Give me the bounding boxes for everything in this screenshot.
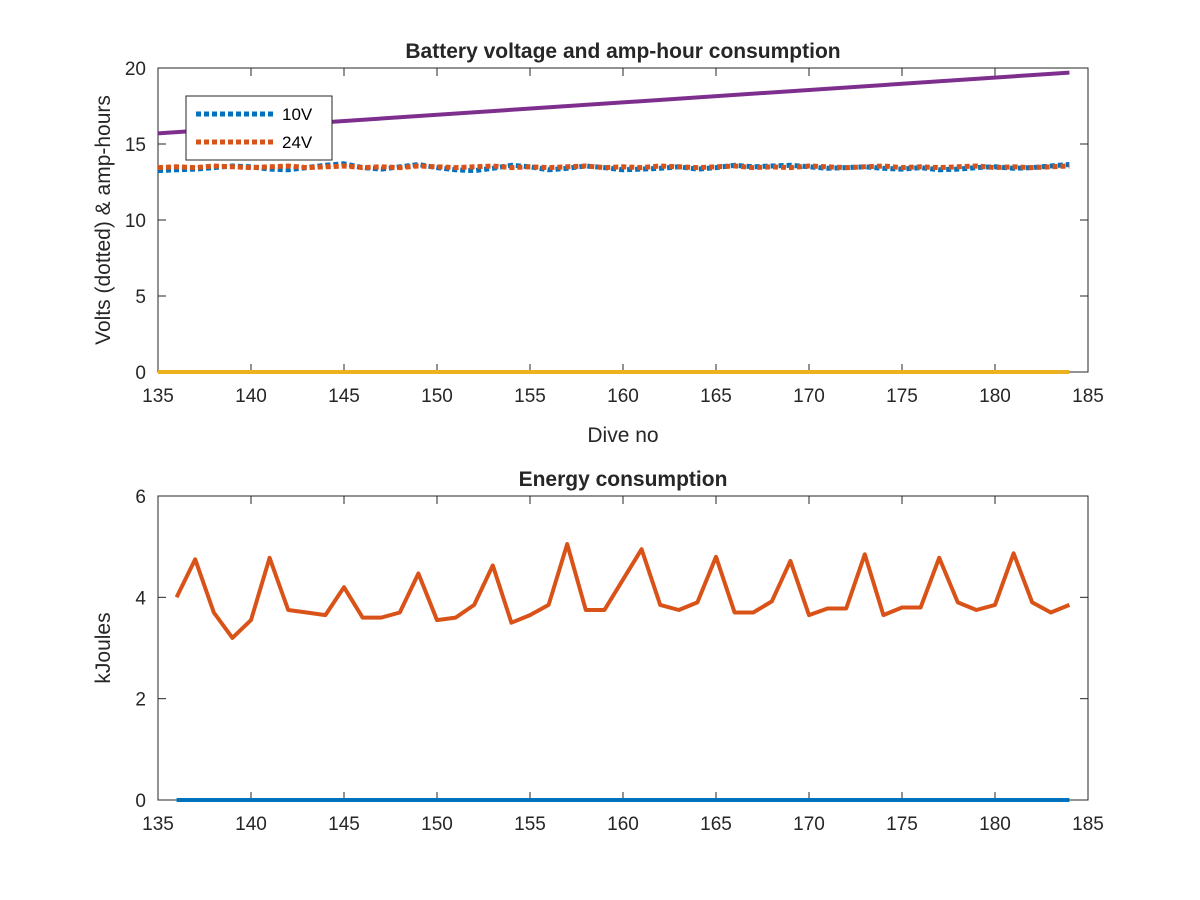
y-tick-label: 0 xyxy=(135,363,146,384)
x-tick-label: 170 xyxy=(793,386,825,407)
x-tick-label: 155 xyxy=(514,814,546,835)
x-tick-label: 175 xyxy=(886,386,918,407)
x-tick-label: 180 xyxy=(979,386,1011,407)
y-axis-label: Volts (dotted) & amp-hours xyxy=(92,95,115,345)
legend-label: 24V xyxy=(282,133,313,152)
x-tick-label: 145 xyxy=(328,814,360,835)
legend-label: 10V xyxy=(282,105,313,124)
x-tick-label: 180 xyxy=(979,814,1011,835)
x-tick-label: 135 xyxy=(142,814,174,835)
chart-title: Energy consumption xyxy=(519,468,728,491)
chart-title: Battery voltage and amp-hour consumption xyxy=(405,40,840,63)
x-tick-label: 140 xyxy=(235,386,267,407)
x-tick-label: 165 xyxy=(700,814,732,835)
series-line-24v xyxy=(157,163,1070,171)
x-tick-label: 175 xyxy=(886,814,918,835)
x-tick-label: 135 xyxy=(142,386,174,407)
x-tick-label: 185 xyxy=(1072,814,1104,835)
x-tick-label: 185 xyxy=(1072,386,1104,407)
y-tick-label: 10 xyxy=(125,211,146,232)
x-tick-label: 140 xyxy=(235,814,267,835)
x-axis-label: Dive no xyxy=(587,424,658,447)
legend-box xyxy=(185,95,333,161)
x-tick-label: 165 xyxy=(700,386,732,407)
y-tick-label: 0 xyxy=(135,791,146,812)
y-tick-label: 4 xyxy=(135,588,146,609)
x-tick-label: 160 xyxy=(607,814,639,835)
x-tick-label: 160 xyxy=(607,386,639,407)
x-tick-label: 150 xyxy=(421,814,453,835)
x-tick-label: 155 xyxy=(514,386,546,407)
y-tick-label: 20 xyxy=(125,59,146,80)
y-tick-label: 6 xyxy=(135,487,146,508)
axes-box xyxy=(157,495,1089,801)
y-axis-label: kJoules xyxy=(92,612,115,683)
x-tick-label: 145 xyxy=(328,386,360,407)
series-line-1 xyxy=(174,542,1071,640)
y-tick-label: 5 xyxy=(135,287,146,308)
y-tick-label: 15 xyxy=(125,135,146,156)
y-tick-label: 2 xyxy=(135,690,146,711)
energy-consumption-chart: 135 140 145 150 155 160 165 170 175 180 185 0 2 4 6 Ene… xyxy=(92,468,1104,835)
x-tick-label: 150 xyxy=(421,386,453,407)
x-tick-label: 170 xyxy=(793,814,825,835)
voltage-amp-hour-chart: 135 140 145 150 155 160 165 170 175 180 185 0 5 10 15 2… xyxy=(92,40,1104,447)
